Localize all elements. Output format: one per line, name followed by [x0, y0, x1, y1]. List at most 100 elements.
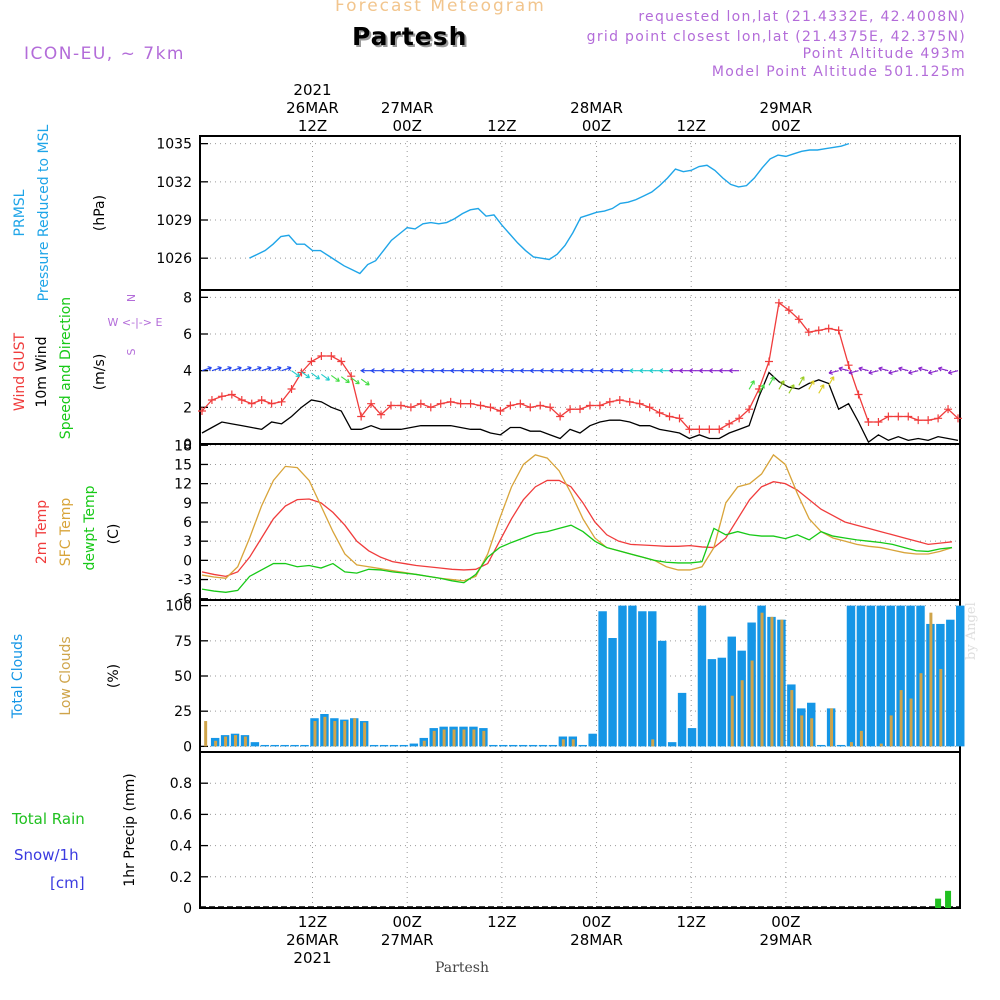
gust-point	[267, 399, 276, 408]
gust-point	[745, 405, 754, 414]
time-label-bottom: 27MAR	[381, 931, 434, 949]
wind-direction-arrow	[878, 366, 889, 372]
wind-direction-arrow	[400, 368, 411, 374]
time-label-bottom: 29MAR	[760, 931, 813, 949]
total-cloud-bar	[697, 605, 707, 747]
low-cloud-bar	[750, 660, 754, 747]
total-cloud-bar	[528, 744, 538, 747]
wind-direction-arrow	[410, 368, 421, 374]
wind-direction-arrow	[798, 376, 805, 386]
time-label-top: 00Z	[771, 117, 800, 135]
sfc-temp-label: SFC Temp	[58, 498, 74, 567]
wind-direction-arrow	[241, 366, 252, 372]
total-cloud-bar	[608, 638, 617, 747]
total-cloud-bar	[816, 744, 826, 747]
total-cloud-bar	[260, 744, 270, 747]
low-cloud-bar	[204, 721, 208, 747]
gust-point	[615, 396, 624, 404]
model-label: ICON-EU, ~ 7km	[24, 44, 185, 64]
total-cloud-bar	[399, 744, 409, 747]
temp2m-label: 2m Temp	[34, 500, 50, 564]
gust-point	[516, 399, 525, 408]
rain-legend: Total Rain	[11, 810, 85, 828]
low-cloud-bar	[651, 739, 655, 747]
wind-direction-arrow	[390, 368, 401, 374]
gust-point	[625, 397, 634, 406]
time-label-top: 12Z	[677, 117, 706, 135]
gust-point	[446, 397, 455, 406]
gust-point	[794, 315, 803, 324]
gust-point	[894, 412, 903, 421]
wind-direction-arrow	[480, 368, 491, 374]
wind-direction-arrow	[848, 369, 859, 375]
gust-point	[277, 397, 286, 406]
pressure-label-long: Pressure Reduced to MSL	[36, 124, 52, 301]
total-cloud-bar	[836, 744, 846, 747]
gust-point	[675, 414, 684, 423]
y-tick-label: -6	[178, 592, 192, 608]
total-cloud-bar	[856, 605, 866, 747]
gust-point	[934, 414, 943, 423]
y-tick-label: 8	[183, 290, 192, 306]
gust-point	[595, 401, 604, 410]
gust-point	[546, 403, 555, 412]
wind-direction-arrow	[619, 368, 630, 374]
total-cloud-bar	[618, 605, 627, 747]
wind-direction-arrow	[380, 368, 391, 374]
low-cloud-bar	[233, 735, 237, 747]
low-cloud-bar	[442, 729, 446, 747]
low-cloud-bar	[800, 715, 804, 747]
gust-point	[566, 405, 575, 414]
low-cloud-bar	[889, 715, 893, 747]
wind-direction-arrow	[519, 368, 531, 374]
gust-point	[904, 412, 913, 421]
total-cloud-bar	[499, 744, 508, 747]
gust-point	[585, 401, 594, 410]
y-tick-label: 15	[174, 457, 192, 473]
low-cloud-bar	[919, 673, 923, 747]
total-cloud-bar	[667, 742, 677, 747]
total-cloud-bar	[677, 692, 687, 747]
y-tick-label: 50	[174, 669, 192, 685]
wind-unit: (m/s)	[92, 354, 108, 391]
time-label-bottom: 12Z	[487, 913, 516, 931]
y-tick-label: 0.4	[170, 839, 192, 855]
low-cloud-bar	[462, 729, 466, 747]
wind-direction-arrow	[898, 366, 909, 372]
gust-point	[774, 298, 783, 307]
total-clouds-label: Total Clouds	[10, 634, 26, 719]
compass-south: S	[125, 348, 138, 355]
rain-bar	[935, 898, 942, 908]
low-cloud-bar	[929, 612, 933, 747]
gust-point	[496, 407, 505, 415]
low-cloud-bar	[571, 739, 575, 747]
time-label-bottom: 26MAR	[286, 931, 339, 949]
low-cloud-bar	[214, 740, 218, 747]
panel-frame	[199, 135, 961, 291]
panel-3: 0 25 50 75 100	[165, 599, 961, 755]
low-cloud-bar	[561, 739, 565, 747]
low-cloud-bar	[859, 730, 863, 747]
gust-point	[377, 410, 386, 419]
time-label-bottom: 00Z	[392, 913, 421, 931]
rain-bar	[945, 890, 952, 908]
wind-direction-arrow	[549, 368, 561, 374]
gust-point	[884, 412, 893, 421]
pressure-unit: (hPa)	[92, 195, 108, 231]
gust-point	[227, 390, 236, 399]
gust-point	[576, 405, 584, 414]
cloud-unit: (%)	[106, 664, 122, 688]
gust-point	[416, 399, 425, 408]
total-cloud-bar	[956, 605, 965, 747]
time-label-top: 00Z	[392, 117, 421, 135]
temp-unit: (C)	[106, 524, 122, 545]
wind-direction-arrow	[838, 366, 849, 372]
wind-direction-arrow	[659, 368, 670, 374]
gust-point	[765, 357, 773, 366]
total-cloud-bar	[866, 605, 876, 747]
gust-point	[237, 396, 246, 404]
location-title: Partesh	[352, 22, 468, 51]
gust-point	[705, 425, 714, 434]
low-cloud-bar	[730, 695, 734, 747]
y-tick-label: 6	[183, 327, 192, 343]
